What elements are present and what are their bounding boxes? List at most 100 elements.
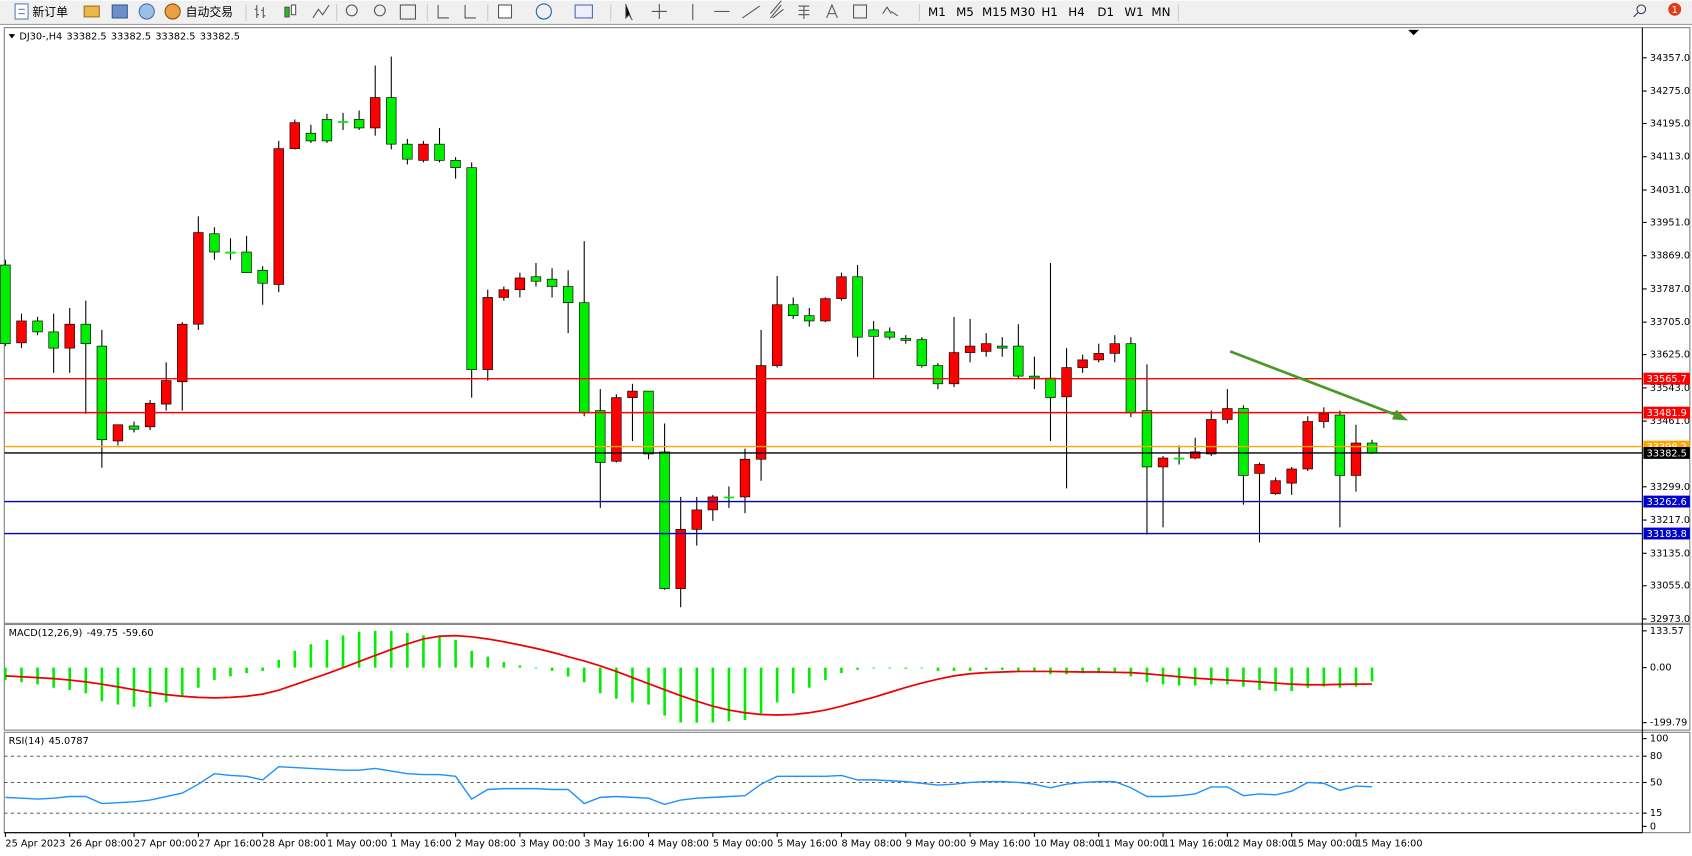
icon[interactable] bbox=[399, 4, 416, 20]
auto-trading-button[interactable]: 自动交易 bbox=[164, 3, 233, 20]
button-label[interactable]: 新订单 bbox=[32, 5, 68, 19]
notification-badge[interactable] bbox=[1668, 2, 1682, 16]
icon[interactable] bbox=[853, 4, 868, 19]
histogram-bar bbox=[148, 667, 152, 707]
histogram-bar bbox=[213, 667, 216, 681]
candle-body bbox=[450, 160, 461, 169]
histogram-bar bbox=[840, 667, 843, 674]
icon[interactable] bbox=[798, 5, 810, 20]
icon[interactable] bbox=[625, 3, 633, 21]
candle-body bbox=[1045, 377, 1056, 398]
x-tick-label: 8 May 08:00 bbox=[841, 838, 901, 849]
icon[interactable] bbox=[497, 4, 513, 19]
icon[interactable] bbox=[574, 4, 593, 19]
icon[interactable] bbox=[770, 0, 784, 19]
icon[interactable] bbox=[651, 3, 667, 20]
signal-line bbox=[5, 634, 1373, 716]
timeframe-button[interactable]: D1 bbox=[1097, 5, 1114, 19]
timeframe-button[interactable]: MN bbox=[1151, 5, 1170, 19]
histogram-bar bbox=[984, 667, 988, 670]
histogram-bar bbox=[132, 667, 136, 707]
timeframe-button[interactable]: H1 bbox=[1041, 5, 1057, 19]
level-label: 33262.6 bbox=[1647, 497, 1687, 508]
histogram-bar bbox=[1113, 667, 1117, 674]
x-tick-label: 15 May 00:00 bbox=[1292, 838, 1359, 849]
x-tick-label: 26 Apr 08:00 bbox=[70, 838, 133, 849]
y-tick-label: 33461.0 bbox=[1650, 416, 1690, 427]
candle-body bbox=[370, 97, 381, 129]
candle-body bbox=[1157, 457, 1169, 468]
icon[interactable] bbox=[312, 4, 330, 19]
search-icon[interactable] bbox=[1636, 4, 1647, 15]
timeframe-button[interactable]: H4 bbox=[1068, 5, 1084, 19]
icon[interactable] bbox=[882, 6, 899, 17]
trend-arrow-head bbox=[1392, 409, 1409, 421]
icon[interactable] bbox=[535, 3, 552, 20]
histogram-bar bbox=[245, 667, 248, 674]
histogram-bar bbox=[791, 667, 795, 694]
timeframe-button[interactable]: M1 bbox=[928, 5, 946, 19]
x-tick-label: 4 May 08:00 bbox=[649, 838, 709, 849]
timeframe-button[interactable]: W1 bbox=[1124, 5, 1143, 19]
icon[interactable] bbox=[284, 6, 290, 18]
candle-body bbox=[579, 302, 590, 414]
histogram-bar bbox=[904, 667, 908, 669]
level-label-box bbox=[1643, 372, 1690, 385]
y-tick-label: 100 bbox=[1650, 734, 1669, 745]
x-tick-label: 27 Apr 00:00 bbox=[134, 838, 197, 849]
icon[interactable] bbox=[373, 4, 386, 17]
candle-body bbox=[1077, 359, 1088, 368]
timeframe-button[interactable]: M30 bbox=[1010, 5, 1035, 19]
icon[interactable] bbox=[464, 4, 476, 19]
candle-body bbox=[80, 323, 91, 344]
histogram-bar bbox=[727, 667, 731, 722]
candle-body bbox=[1254, 464, 1265, 474]
icon[interactable] bbox=[742, 5, 760, 19]
histogram-bar bbox=[647, 667, 650, 705]
x-tick-label: 28 Apr 08:00 bbox=[263, 838, 326, 849]
histogram-bar bbox=[454, 639, 457, 668]
histogram-bar bbox=[229, 667, 232, 677]
icon[interactable] bbox=[290, 4, 297, 16]
candle-body bbox=[289, 122, 300, 149]
histogram-bar bbox=[164, 667, 168, 703]
candle-body bbox=[1206, 419, 1217, 455]
icon[interactable] bbox=[437, 4, 449, 19]
x-tick-label: 11 May 16:00 bbox=[1163, 838, 1230, 849]
marks: 34357.0 34275.0 34195.0 34113.0 34031.0 33951… bbox=[0, 53, 1690, 849]
histogram-bar bbox=[1033, 667, 1036, 673]
histogram-bar bbox=[598, 667, 602, 694]
button-label[interactable]: 自动交易 bbox=[186, 5, 233, 19]
histogram-bar bbox=[888, 667, 891, 669]
candle-body bbox=[948, 352, 960, 385]
histogram-bar bbox=[920, 667, 924, 669]
chart-shift-marker bbox=[1408, 29, 1419, 36]
y-tick-label: 34357.0 bbox=[1650, 53, 1690, 64]
x-tick-label: 27 Apr 16:00 bbox=[198, 838, 261, 849]
histogram-bar bbox=[663, 667, 666, 716]
x-tick-label: 15 May 16:00 bbox=[1356, 838, 1423, 849]
timeframe-button[interactable]: M15 bbox=[982, 5, 1007, 19]
rsi-header: RSI(14) 45.0787 bbox=[9, 736, 89, 747]
trend-arrow[interactable] bbox=[1229, 350, 1397, 417]
icon[interactable] bbox=[826, 3, 838, 19]
candle-body bbox=[96, 345, 108, 441]
icon[interactable] bbox=[138, 3, 155, 20]
candle-body bbox=[177, 323, 188, 383]
timeframe-button[interactable]: M5 bbox=[956, 5, 974, 19]
icon[interactable] bbox=[83, 5, 100, 18]
histogram-bar bbox=[1242, 667, 1245, 687]
candle-body bbox=[723, 496, 735, 499]
x-tick-label: 9 May 16:00 bbox=[970, 838, 1030, 849]
icon[interactable] bbox=[345, 4, 358, 17]
candle-body bbox=[707, 496, 719, 511]
icon[interactable] bbox=[254, 4, 266, 18]
candle-body bbox=[932, 365, 944, 385]
y-tick-label: 33787.0 bbox=[1650, 284, 1690, 295]
icon[interactable] bbox=[111, 4, 128, 19]
search-icon[interactable] bbox=[1633, 12, 1639, 18]
candle-body bbox=[916, 339, 928, 366]
candle-body bbox=[611, 397, 622, 462]
new-order-button[interactable]: 新订单 bbox=[14, 3, 68, 20]
candle-body bbox=[643, 390, 654, 455]
